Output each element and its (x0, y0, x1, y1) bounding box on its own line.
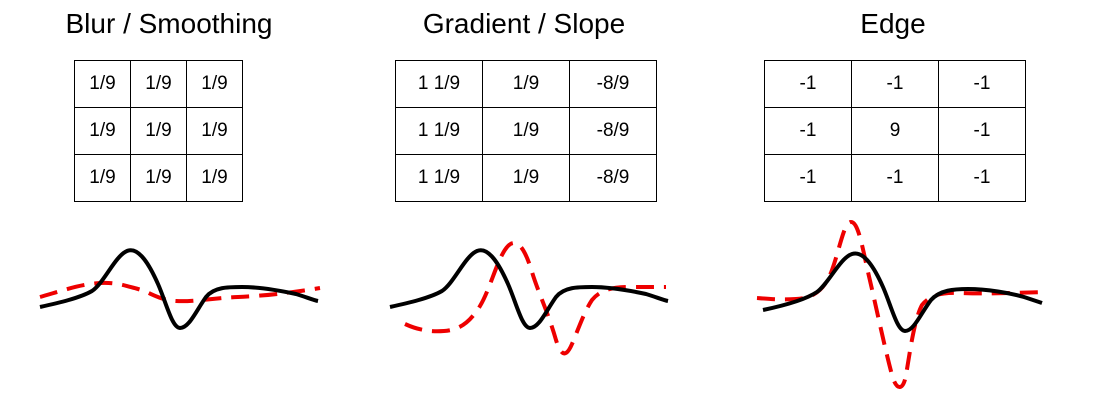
gradient-original-signal (389, 248, 669, 331)
kernel-cell: -8/9 (569, 107, 657, 155)
blur-original-signal (39, 248, 319, 331)
kernel-cell: 1/9 (186, 107, 243, 155)
kernel-cell: 1/9 (186, 154, 243, 202)
gradient-panel-title: Gradient / Slope (422, 8, 626, 39)
edge-original-signal (762, 251, 1043, 334)
edge-panel-title: Edge (860, 8, 926, 39)
kernel-cell: -1 (938, 107, 1026, 155)
kernel-cell: -8/9 (569, 60, 657, 108)
kernel-cell: 1/9 (74, 107, 131, 155)
kernel-cell: -1 (764, 107, 852, 155)
kernel-cell: 1 1/9 (395, 154, 483, 202)
kernel-cell: -8/9 (569, 154, 657, 202)
gradient-filtered-signal (404, 241, 666, 356)
kernel-cell: -1 (764, 154, 852, 202)
kernel-cell: 1/9 (130, 154, 187, 202)
edge-filtered-signal (756, 219, 1046, 389)
edge-kernel-grid: -1 -1 -1 -1 9 -1 -1 -1 -1 (764, 60, 1026, 202)
kernel-cell: 1/9 (74, 60, 131, 108)
kernel-cell: 1/9 (74, 154, 131, 202)
kernel-cell: 1 1/9 (395, 60, 483, 108)
kernel-cell: -1 (938, 154, 1026, 202)
kernel-cell: -1 (851, 154, 939, 202)
kernel-cell: 1/9 (482, 60, 570, 108)
blur-kernel-grid: 1/9 1/9 1/9 1/9 1/9 1/9 1/9 1/9 1/9 (74, 60, 243, 202)
blur-panel-title: Blur / Smoothing (65, 8, 273, 39)
kernel-cell: -1 (764, 60, 852, 108)
gradient-kernel-grid: 1 1/9 1/9 -8/9 1 1/9 1/9 -8/9 1 1/9 1/9 … (395, 60, 657, 202)
kernel-cell: -1 (938, 60, 1026, 108)
kernel-cell: 1 1/9 (395, 107, 483, 155)
kernel-cell: 1/9 (130, 60, 187, 108)
kernel-cell: 1/9 (482, 154, 570, 202)
